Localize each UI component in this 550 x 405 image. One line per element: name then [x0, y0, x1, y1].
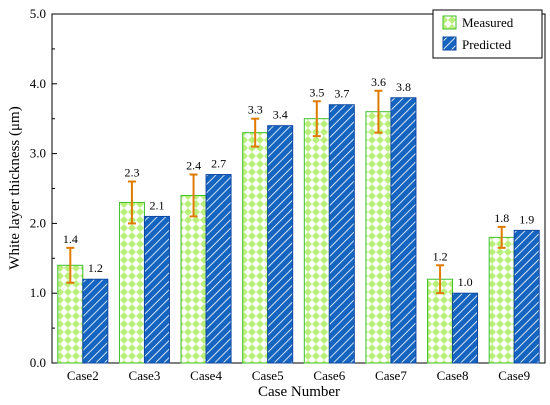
legend-label-predicted: Predicted	[462, 37, 512, 52]
bar-predicted	[143, 215, 170, 364]
bar-measured	[488, 236, 515, 364]
legend: Measured Predicted	[432, 9, 543, 59]
legend-swatch-predicted	[442, 36, 457, 51]
y-tick-label: 2.0	[30, 215, 46, 230]
legend-label-measured: Measured	[462, 15, 514, 30]
bar-measured	[242, 132, 269, 364]
bar-measured	[180, 194, 207, 364]
y-tick-label: 1.0	[30, 285, 46, 300]
data-label-predicted: 1.9	[519, 212, 534, 226]
data-label-predicted: 2.1	[149, 198, 164, 212]
y-axis-label: White layer thickness (μm)	[7, 106, 23, 269]
x-tick-label: Case4	[190, 368, 222, 383]
bar-predicted	[513, 229, 540, 364]
plot-area: 0.0 1.0 2.0 3.0 4.0 5.0 Case2 1.4 1.2 Case3 2.3 2.1…	[30, 6, 546, 383]
x-tick-label: Case2	[67, 368, 99, 383]
data-label-predicted: 3.8	[396, 80, 411, 94]
x-tick-label: Case6	[313, 368, 345, 383]
x-tick-label: Case7	[375, 368, 407, 383]
x-tick-label: Case8	[437, 368, 469, 383]
data-label-predicted: 2.7	[211, 157, 226, 171]
y-tick-label: 5.0	[30, 6, 46, 21]
data-label-measured: 2.4	[186, 159, 201, 173]
data-label-measured: 1.4	[63, 232, 78, 246]
data-label-predicted: 1.0	[458, 275, 473, 289]
x-axis-label: Case Number	[258, 384, 340, 400]
bar-predicted	[205, 174, 232, 364]
data-label-predicted: 3.7	[334, 87, 349, 101]
bar-measured	[303, 118, 330, 364]
bar-predicted	[390, 97, 417, 364]
data-label-predicted: 1.2	[88, 261, 103, 275]
data-label-measured: 1.2	[433, 249, 448, 263]
data-label-measured: 3.6	[371, 75, 386, 89]
y-tick-label: 0.0	[30, 355, 46, 370]
bar-predicted	[452, 292, 479, 364]
bar-predicted	[328, 104, 355, 364]
bar-predicted	[267, 125, 294, 364]
data-label-measured: 3.3	[248, 103, 263, 117]
data-label-predicted: 3.4	[273, 108, 288, 122]
x-tick-label: Case5	[252, 368, 284, 383]
x-tick-label: Case3	[129, 368, 161, 383]
data-label-measured: 1.8	[494, 211, 509, 225]
data-label-measured: 3.5	[309, 85, 324, 99]
bar-predicted	[82, 278, 109, 364]
data-label-measured: 2.3	[124, 166, 139, 180]
y-tick-label: 3.0	[30, 146, 46, 161]
bar-measured	[118, 201, 145, 364]
legend-swatch-measured	[442, 15, 457, 30]
y-tick-label: 4.0	[30, 76, 46, 91]
x-tick-label: Case9	[498, 368, 530, 383]
bar-measured	[365, 111, 392, 364]
